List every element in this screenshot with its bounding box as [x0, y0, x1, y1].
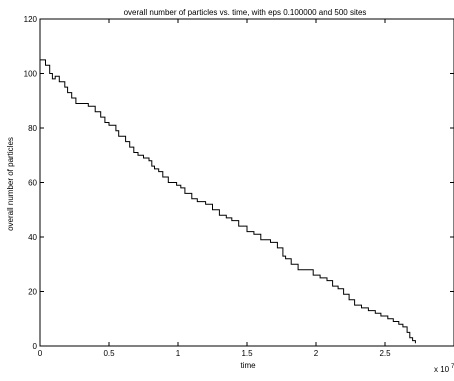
x-tick-label: 2.5 — [379, 349, 391, 358]
y-tick-label: 40 — [28, 233, 37, 242]
y-axis-label: overall number of particles — [6, 137, 15, 231]
plot-area — [39, 18, 454, 347]
y-tick-label: 0 — [33, 342, 38, 351]
series-layer — [40, 59, 416, 344]
chart-title: overall number of particles vs. time, wi… — [124, 8, 367, 17]
x-tick-label: 2 — [314, 349, 319, 358]
y-tick-label: 100 — [24, 70, 38, 79]
x-multiplier: x 10 7 — [434, 364, 454, 374]
x-tick-label: 1.5 — [241, 349, 253, 358]
x-multiplier-exponent: 7 — [451, 364, 454, 370]
x-tick-label: 1 — [176, 349, 181, 358]
y-tick-label: 80 — [28, 124, 37, 133]
axis-ticks: 0 0.5 1 1.5 2 2.5 0 20 40 60 80 100 120 — [24, 15, 454, 358]
y-tick-label: 60 — [28, 179, 37, 188]
series-line — [40, 59, 416, 344]
x-tick-label: 0 — [38, 349, 43, 358]
x-axis-label: time — [240, 361, 256, 370]
y-tick-label: 120 — [24, 15, 38, 24]
x-tick-label: 0.5 — [103, 349, 115, 358]
y-tick-label: 20 — [28, 288, 37, 297]
x-multiplier-label: x 10 — [434, 365, 450, 374]
